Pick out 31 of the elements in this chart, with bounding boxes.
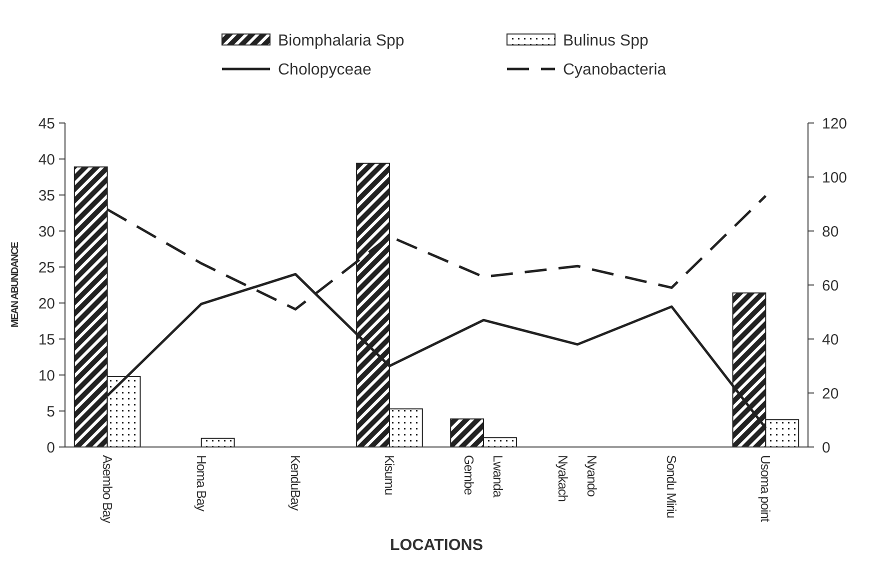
legend-label: Biomphalaria Spp (278, 32, 404, 50)
x-tick-label: Usoma point (758, 455, 774, 522)
y-tick-label: 45 (38, 115, 55, 132)
y2-tick-label: 20 (822, 385, 839, 402)
y2-tick-label: 80 (822, 223, 839, 240)
y-tick-label: 0 (46, 439, 55, 456)
legend-label: Bulinus Spp (563, 32, 648, 50)
y-tick-label: 20 (38, 295, 55, 312)
y2-tick-label: 120 (822, 115, 848, 132)
y-tick-label: 30 (38, 223, 55, 240)
y2-tick-label: 100 (822, 169, 848, 186)
y-axis-title: MEAN ABUNDANCE (10, 241, 21, 328)
y-tick-label: 25 (38, 259, 55, 276)
legend-label: Cyanobacteria (563, 62, 666, 79)
x-tick-label: KenduBay (288, 455, 303, 512)
y2-tick-label: 40 (822, 331, 839, 348)
y2-tick-label: 60 (822, 277, 839, 294)
x-tick-label: Gembe Lwanda (462, 455, 506, 498)
x-tick-label: Asembo Bay (100, 455, 115, 524)
y-tick-label: 15 (38, 331, 55, 348)
x-tick-label: Sondu Miriu (664, 455, 680, 518)
y2-tick-label: 0 (822, 439, 830, 456)
x-axis-title: LOCATIONS (390, 537, 484, 554)
x-tick-label: Nyakach Nyando (556, 455, 600, 502)
legend-label: Cholopyceae (278, 62, 372, 79)
x-tick-label: Kisumu (382, 455, 397, 496)
x-tick-label: Homa Bay (194, 455, 209, 512)
y-tick-label: 5 (46, 403, 55, 420)
y-tick-label: 40 (38, 151, 55, 168)
y-tick-label: 10 (38, 367, 55, 384)
y-tick-label: 35 (38, 187, 55, 204)
